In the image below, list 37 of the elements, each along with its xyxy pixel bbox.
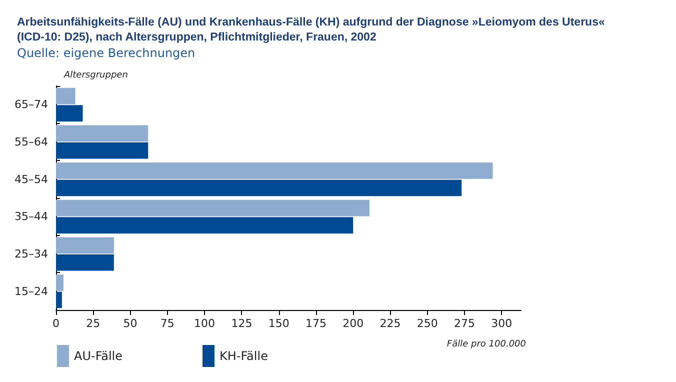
x-tick-label: 200: [342, 317, 364, 330]
bar: [56, 237, 114, 254]
y-tick-label: 35–44: [14, 210, 48, 224]
x-tick-label: 100: [194, 317, 216, 330]
bar: [56, 162, 493, 179]
chart-subtitle: Quelle: eigene Berechnungen: [17, 46, 196, 60]
y-tick-label: 65–74: [14, 98, 48, 112]
y-tick-label: 55–64: [14, 136, 48, 148]
x-tick-label: 275: [454, 317, 476, 330]
x-tick-label: 250: [416, 317, 438, 330]
x-tick-label: 0: [52, 317, 60, 330]
bar: [56, 105, 83, 122]
bar: [56, 180, 462, 196]
chart-title: Arbeitsunfähigkeits-Fälle (AU) und Krankenhaus-Fälle (KH) aufgrund der Diagnose »Leiomyom des Uterus« (ICD-10: D25), nach Altersgruppen, Pflichtmitglieder, Frauen, 2002: [17, 16, 605, 44]
x-axis-title: Fälle pro 100.000: [446, 340, 526, 350]
x-tick-label: 300: [491, 317, 512, 330]
bar: [56, 274, 64, 291]
bar: [56, 142, 148, 159]
x-tick-label: 125: [231, 317, 252, 330]
x-tick-label: 25: [86, 317, 100, 330]
x-tick-label: 50: [123, 317, 138, 330]
y-tick-label: 15–24: [14, 284, 48, 298]
bar: [56, 217, 354, 234]
x-tick-label: 75: [160, 317, 174, 330]
bar: [56, 125, 148, 142]
y-tick-label: 25–34: [14, 248, 48, 260]
x-tick-label: 150: [268, 317, 290, 330]
legend-label: AU-Fälle: [74, 349, 123, 363]
y-tick-label: 45–54: [14, 172, 48, 186]
bar: [56, 292, 62, 308]
x-tick-label: 225: [380, 317, 401, 330]
bar: [56, 200, 370, 216]
y-axis-title: Altersgruppen: [63, 70, 128, 80]
x-tick-label: 175: [305, 317, 326, 330]
legend-label: KH-Fälle: [220, 349, 268, 363]
bar: [56, 88, 76, 104]
bar: [56, 254, 114, 271]
